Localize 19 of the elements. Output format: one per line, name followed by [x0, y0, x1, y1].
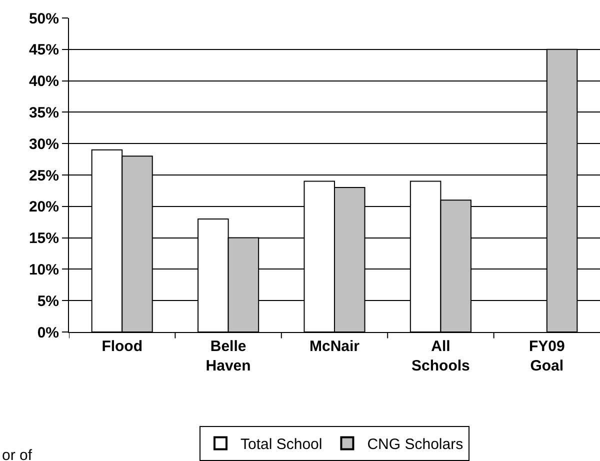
y-tick-label: 50% [28, 10, 59, 28]
y-tick-label: 0% [37, 324, 59, 342]
y-tick-label: 20% [28, 198, 59, 216]
x-tick-label: McNair [309, 338, 360, 355]
y-tick-label: 25% [28, 167, 59, 184]
x-tick-label: FY09 Goal [528, 338, 565, 374]
y-tick-label: 5% [37, 292, 59, 310]
y-tick-label: 15% [28, 230, 59, 248]
y-tick-label: 40% [28, 73, 59, 90]
legend-label: CNG Scholars [367, 436, 464, 454]
x-tick-label: Belle Haven [206, 338, 251, 374]
y-tick-label: 35% [28, 104, 59, 122]
x-tick-label: All Schools [412, 338, 470, 374]
y-tick-label: 30% [28, 136, 59, 153]
x-tick-label: Flood [102, 338, 143, 355]
legend-label: Total School [240, 436, 322, 454]
y-tick-label: 45% [28, 42, 59, 59]
y-tick-label: 10% [28, 261, 59, 278]
text: or of [2, 447, 33, 461]
